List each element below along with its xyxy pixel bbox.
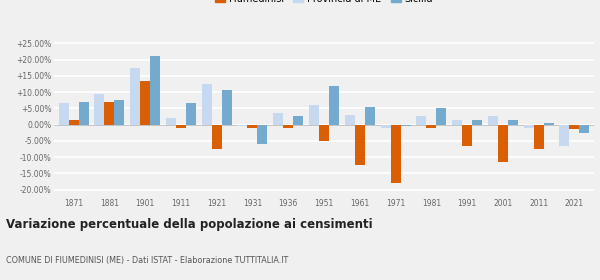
Bar — [202, 84, 212, 125]
Bar — [569, 125, 580, 129]
Bar — [508, 120, 518, 125]
Bar — [247, 125, 257, 128]
Bar — [524, 125, 533, 128]
Bar — [401, 125, 410, 126]
Bar — [212, 125, 222, 149]
Bar — [309, 105, 319, 125]
Bar — [130, 68, 140, 125]
Bar — [416, 116, 426, 125]
Text: COMUNE DI FIUMEDINISI (ME) - Dati ISTAT - Elaborazione TUTTITALIA.IT: COMUNE DI FIUMEDINISI (ME) - Dati ISTAT … — [6, 256, 288, 265]
Bar — [68, 120, 79, 125]
Bar — [436, 108, 446, 125]
Bar — [580, 125, 589, 133]
Bar — [391, 125, 401, 183]
Bar — [273, 113, 283, 125]
Legend: Fiumedinisi, Provincia di ME, Sicilia: Fiumedinisi, Provincia di ME, Sicilia — [211, 0, 437, 8]
Bar — [222, 90, 232, 125]
Bar — [140, 81, 150, 125]
Bar — [238, 125, 247, 126]
Bar — [365, 107, 375, 125]
Bar — [488, 116, 498, 125]
Bar — [319, 125, 329, 141]
Bar — [283, 125, 293, 128]
Bar — [186, 103, 196, 125]
Bar — [462, 125, 472, 146]
Bar — [176, 125, 186, 128]
Bar — [345, 115, 355, 125]
Bar — [559, 125, 569, 146]
Bar — [293, 116, 303, 125]
Bar — [533, 125, 544, 149]
Text: Variazione percentuale della popolazione ai censimenti: Variazione percentuale della popolazione… — [6, 218, 373, 231]
Bar — [452, 120, 462, 125]
Bar — [355, 125, 365, 165]
Bar — [426, 125, 436, 128]
Bar — [380, 125, 391, 128]
Bar — [115, 100, 124, 125]
Bar — [59, 103, 68, 125]
Bar — [166, 118, 176, 125]
Bar — [94, 94, 104, 125]
Bar — [472, 120, 482, 125]
Bar — [257, 125, 268, 144]
Bar — [104, 102, 115, 125]
Bar — [329, 86, 339, 125]
Bar — [498, 125, 508, 162]
Bar — [150, 56, 160, 125]
Bar — [79, 102, 89, 125]
Bar — [544, 123, 554, 125]
